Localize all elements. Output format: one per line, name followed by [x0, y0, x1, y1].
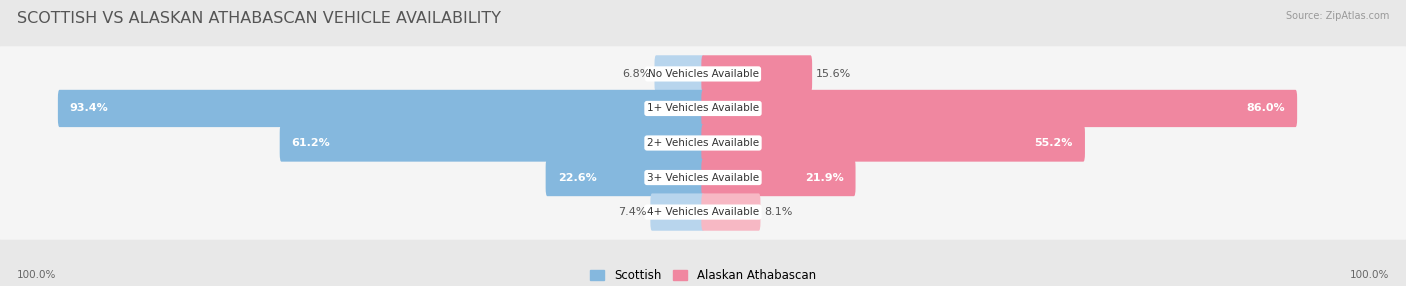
- Text: 8.1%: 8.1%: [765, 207, 793, 217]
- Text: 15.6%: 15.6%: [815, 69, 851, 79]
- FancyBboxPatch shape: [546, 159, 704, 196]
- Text: 1+ Vehicles Available: 1+ Vehicles Available: [647, 104, 759, 114]
- Text: 6.8%: 6.8%: [623, 69, 651, 79]
- FancyBboxPatch shape: [702, 55, 813, 93]
- Text: 7.4%: 7.4%: [619, 207, 647, 217]
- Text: 3+ Vehicles Available: 3+ Vehicles Available: [647, 172, 759, 182]
- Text: 100.0%: 100.0%: [1350, 270, 1389, 280]
- FancyBboxPatch shape: [0, 115, 1406, 171]
- Text: 86.0%: 86.0%: [1247, 104, 1285, 114]
- Text: 2+ Vehicles Available: 2+ Vehicles Available: [647, 138, 759, 148]
- FancyBboxPatch shape: [58, 90, 704, 127]
- Text: Source: ZipAtlas.com: Source: ZipAtlas.com: [1285, 11, 1389, 21]
- FancyBboxPatch shape: [0, 184, 1406, 240]
- FancyBboxPatch shape: [655, 55, 704, 93]
- FancyBboxPatch shape: [0, 150, 1406, 205]
- Text: No Vehicles Available: No Vehicles Available: [648, 69, 758, 79]
- FancyBboxPatch shape: [0, 46, 1406, 102]
- Text: 22.6%: 22.6%: [558, 172, 596, 182]
- FancyBboxPatch shape: [702, 159, 855, 196]
- Text: 21.9%: 21.9%: [804, 172, 844, 182]
- Text: 4+ Vehicles Available: 4+ Vehicles Available: [647, 207, 759, 217]
- FancyBboxPatch shape: [651, 193, 704, 231]
- Legend: Scottish, Alaskan Athabascan: Scottish, Alaskan Athabascan: [585, 265, 821, 286]
- FancyBboxPatch shape: [280, 124, 704, 162]
- Text: SCOTTISH VS ALASKAN ATHABASCAN VEHICLE AVAILABILITY: SCOTTISH VS ALASKAN ATHABASCAN VEHICLE A…: [17, 11, 501, 26]
- Text: 61.2%: 61.2%: [291, 138, 330, 148]
- Text: 100.0%: 100.0%: [17, 270, 56, 280]
- FancyBboxPatch shape: [702, 193, 761, 231]
- Text: 55.2%: 55.2%: [1035, 138, 1073, 148]
- Text: 93.4%: 93.4%: [70, 104, 108, 114]
- FancyBboxPatch shape: [702, 90, 1298, 127]
- FancyBboxPatch shape: [702, 124, 1085, 162]
- FancyBboxPatch shape: [0, 81, 1406, 136]
